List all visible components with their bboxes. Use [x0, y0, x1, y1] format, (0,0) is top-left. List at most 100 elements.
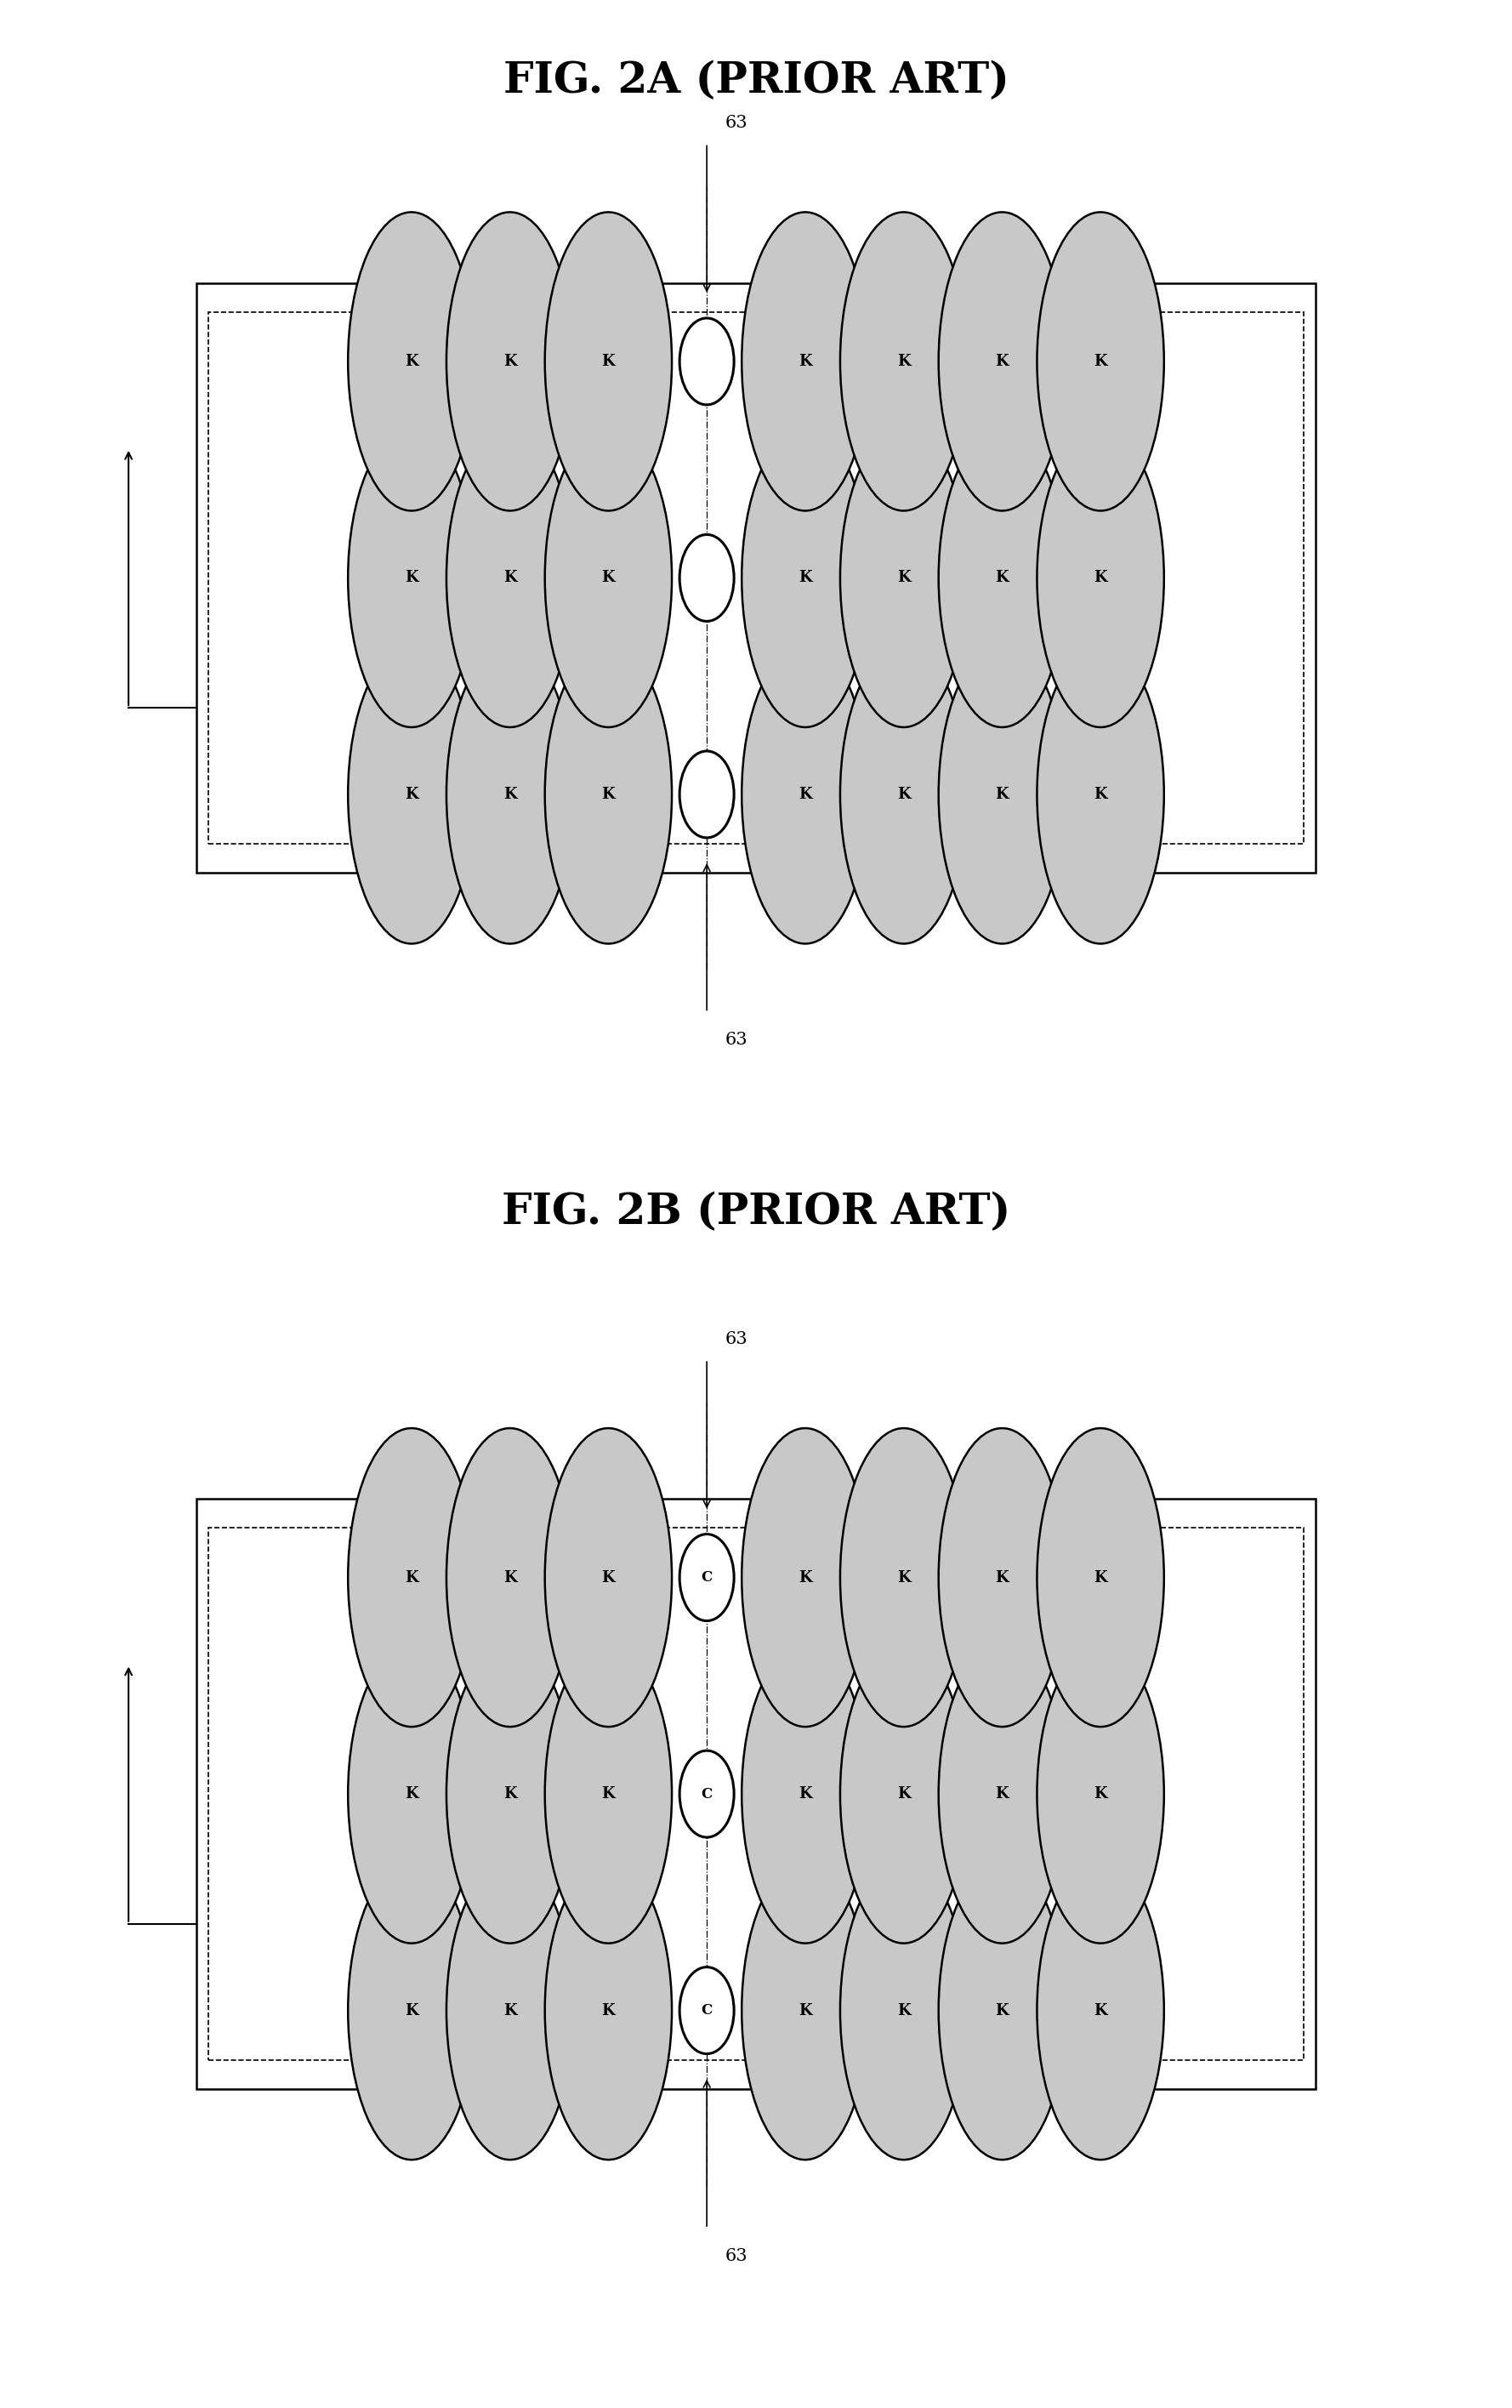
Text: K: K [995, 571, 1009, 585]
Ellipse shape [446, 645, 573, 944]
Text: 63: 63 [724, 116, 747, 130]
Bar [209, 313, 1303, 845]
Text: K: K [405, 354, 419, 368]
Ellipse shape [1037, 1645, 1164, 1943]
Text: 63: 63 [724, 1033, 747, 1047]
Ellipse shape [446, 1645, 573, 1943]
Ellipse shape [446, 212, 573, 510]
Text: K: K [798, 354, 812, 368]
Ellipse shape [544, 429, 671, 727]
Ellipse shape [544, 212, 671, 510]
Text: K: K [897, 1787, 910, 1801]
Text: K: K [602, 2003, 615, 2018]
Text: K: K [1093, 1570, 1107, 1584]
Ellipse shape [1037, 645, 1164, 944]
Ellipse shape [446, 1861, 573, 2160]
Text: K: K [602, 354, 615, 368]
Ellipse shape [348, 1645, 475, 1943]
Ellipse shape [841, 1861, 968, 2160]
Ellipse shape [544, 1428, 671, 1727]
Text: K: K [602, 1787, 615, 1801]
Text: K: K [798, 571, 812, 585]
Ellipse shape [939, 1428, 1066, 1727]
Text: K: K [405, 2003, 419, 2018]
Text: 63: 63 [724, 1332, 747, 1348]
Ellipse shape [679, 535, 733, 621]
Text: K: K [897, 2003, 910, 2018]
Text: K: K [897, 354, 910, 368]
Bar [209, 1527, 1303, 2059]
Text: K: K [503, 354, 517, 368]
Text: FIG. 2A (PRIOR ART): FIG. 2A (PRIOR ART) [503, 60, 1009, 101]
Ellipse shape [348, 1861, 475, 2160]
Text: K: K [602, 1570, 615, 1584]
Text: K: K [995, 787, 1009, 802]
Text: K: K [897, 571, 910, 585]
Text: K: K [1093, 787, 1107, 802]
Ellipse shape [939, 645, 1066, 944]
Ellipse shape [841, 1645, 968, 1943]
Text: K: K [503, 2003, 517, 2018]
Ellipse shape [544, 1861, 671, 2160]
Ellipse shape [348, 429, 475, 727]
Ellipse shape [939, 429, 1066, 727]
Text: K: K [798, 1570, 812, 1584]
Text: K: K [1093, 354, 1107, 368]
Ellipse shape [841, 645, 968, 944]
Text: K: K [503, 571, 517, 585]
Ellipse shape [841, 429, 968, 727]
Text: K: K [897, 787, 910, 802]
Ellipse shape [348, 212, 475, 510]
Text: K: K [602, 787, 615, 802]
Ellipse shape [1037, 212, 1164, 510]
Ellipse shape [742, 212, 869, 510]
Text: K: K [503, 787, 517, 802]
Ellipse shape [348, 1428, 475, 1727]
Text: K: K [405, 1570, 419, 1584]
Text: K: K [897, 1570, 910, 1584]
Ellipse shape [841, 212, 968, 510]
Ellipse shape [742, 1428, 869, 1727]
Text: K: K [798, 1787, 812, 1801]
Text: K: K [405, 787, 419, 802]
Text: K: K [405, 571, 419, 585]
Text: K: K [995, 2003, 1009, 2018]
Text: K: K [995, 354, 1009, 368]
Ellipse shape [841, 1428, 968, 1727]
Ellipse shape [446, 429, 573, 727]
Ellipse shape [1037, 429, 1164, 727]
Text: K: K [1093, 1787, 1107, 1801]
Ellipse shape [1037, 1428, 1164, 1727]
Text: K: K [1093, 2003, 1107, 2018]
Ellipse shape [679, 1967, 733, 2054]
Text: K: K [995, 1570, 1009, 1584]
Ellipse shape [1037, 1861, 1164, 2160]
Ellipse shape [348, 645, 475, 944]
Text: C: C [702, 1570, 712, 1584]
Ellipse shape [939, 1861, 1066, 2160]
Ellipse shape [544, 645, 671, 944]
Ellipse shape [742, 645, 869, 944]
Ellipse shape [742, 1645, 869, 1943]
Text: K: K [503, 1570, 517, 1584]
Text: K: K [602, 571, 615, 585]
Text: K: K [798, 2003, 812, 2018]
Text: 63: 63 [724, 2249, 747, 2264]
Ellipse shape [679, 318, 733, 405]
Ellipse shape [742, 429, 869, 727]
Ellipse shape [679, 1751, 733, 1837]
Ellipse shape [446, 1428, 573, 1727]
Ellipse shape [939, 212, 1066, 510]
Ellipse shape [679, 1534, 733, 1621]
Bar [197, 1498, 1315, 2088]
Text: C: C [702, 1787, 712, 1801]
Text: K: K [995, 1787, 1009, 1801]
Text: C: C [702, 2003, 712, 2018]
Text: K: K [1093, 571, 1107, 585]
Text: K: K [798, 787, 812, 802]
Ellipse shape [939, 1645, 1066, 1943]
Ellipse shape [544, 1645, 671, 1943]
Text: FIG. 2B (PRIOR ART): FIG. 2B (PRIOR ART) [502, 1192, 1010, 1233]
Ellipse shape [679, 751, 733, 838]
Text: K: K [503, 1787, 517, 1801]
